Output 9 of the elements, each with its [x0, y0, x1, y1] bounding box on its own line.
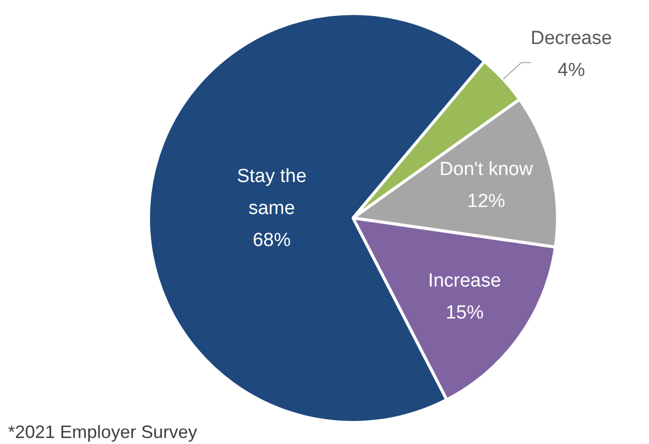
- slice-label: Decrease: [530, 28, 612, 49]
- data-label: 15%: [446, 302, 484, 324]
- data-label: 4%: [558, 60, 586, 81]
- slice-label: Don't know: [439, 158, 534, 180]
- data-label: 68%: [252, 230, 291, 252]
- data-label: 12%: [467, 190, 506, 212]
- slice-label: Stay the same: [236, 166, 307, 220]
- text: *2021 Employer Survey: [8, 422, 198, 442]
- slice-label: Increase: [428, 270, 502, 292]
